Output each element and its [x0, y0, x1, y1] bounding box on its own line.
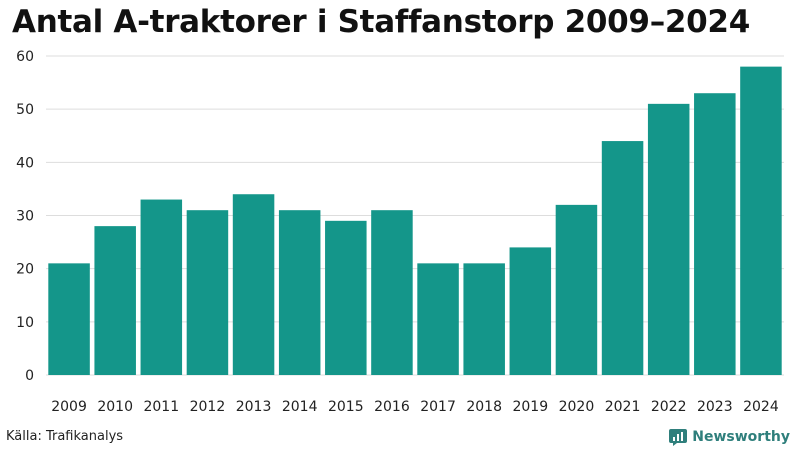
- x-tick-label: 2009: [51, 399, 87, 415]
- x-tick-label: 2013: [236, 399, 272, 415]
- bar-2016: [371, 210, 413, 375]
- bar-2012: [186, 210, 229, 375]
- y-tick-label: 40: [16, 155, 34, 171]
- bar-2023: [694, 93, 736, 375]
- y-tick-label: 10: [16, 315, 34, 331]
- y-tick-label: 30: [16, 209, 34, 225]
- x-tick-label: 2024: [743, 399, 779, 415]
- bar-2011: [140, 199, 183, 375]
- brand-name: Newsworthy: [692, 429, 790, 445]
- bar-2013: [232, 194, 275, 375]
- x-tick-label: 2011: [143, 399, 179, 415]
- bar-2019: [509, 247, 552, 375]
- bar-2017: [417, 263, 459, 375]
- x-tick-label: 2014: [282, 399, 318, 415]
- x-tick-label: 2019: [512, 399, 548, 415]
- bar-2009: [48, 263, 90, 375]
- x-tick-label: 2018: [466, 399, 502, 415]
- newsworthy-logo-icon: [669, 429, 688, 446]
- x-tick-label: 2021: [605, 399, 641, 415]
- bar-2021: [601, 141, 644, 375]
- x-tick-label: 2012: [190, 399, 226, 415]
- source-text: Källa: Trafikanalys: [6, 429, 124, 444]
- bar-2010: [94, 226, 136, 375]
- chart-title: Antal A-traktorer i Staffanstorp 2009–20…: [12, 4, 750, 40]
- y-tick-label: 0: [25, 368, 34, 384]
- bar-2014: [278, 210, 321, 375]
- y-tick-label: 60: [16, 49, 34, 65]
- x-tick-label: 2016: [374, 399, 410, 415]
- bar-2022: [647, 103, 690, 375]
- x-tick-label: 2017: [420, 399, 456, 415]
- x-tick-label: 2023: [697, 399, 733, 415]
- x-tick-label: 2020: [559, 399, 595, 415]
- x-tick-label: 2022: [651, 399, 687, 415]
- bar-2020: [555, 204, 598, 375]
- x-tick-label: 2015: [328, 399, 364, 415]
- y-tick-label: 50: [16, 102, 34, 118]
- brand-logo: Newsworthy: [669, 428, 790, 446]
- bar-2015: [325, 220, 367, 375]
- bar-2018: [463, 263, 505, 375]
- x-tick-label: 2010: [97, 399, 133, 415]
- y-tick-label: 20: [16, 262, 34, 278]
- bar-2024: [740, 66, 782, 375]
